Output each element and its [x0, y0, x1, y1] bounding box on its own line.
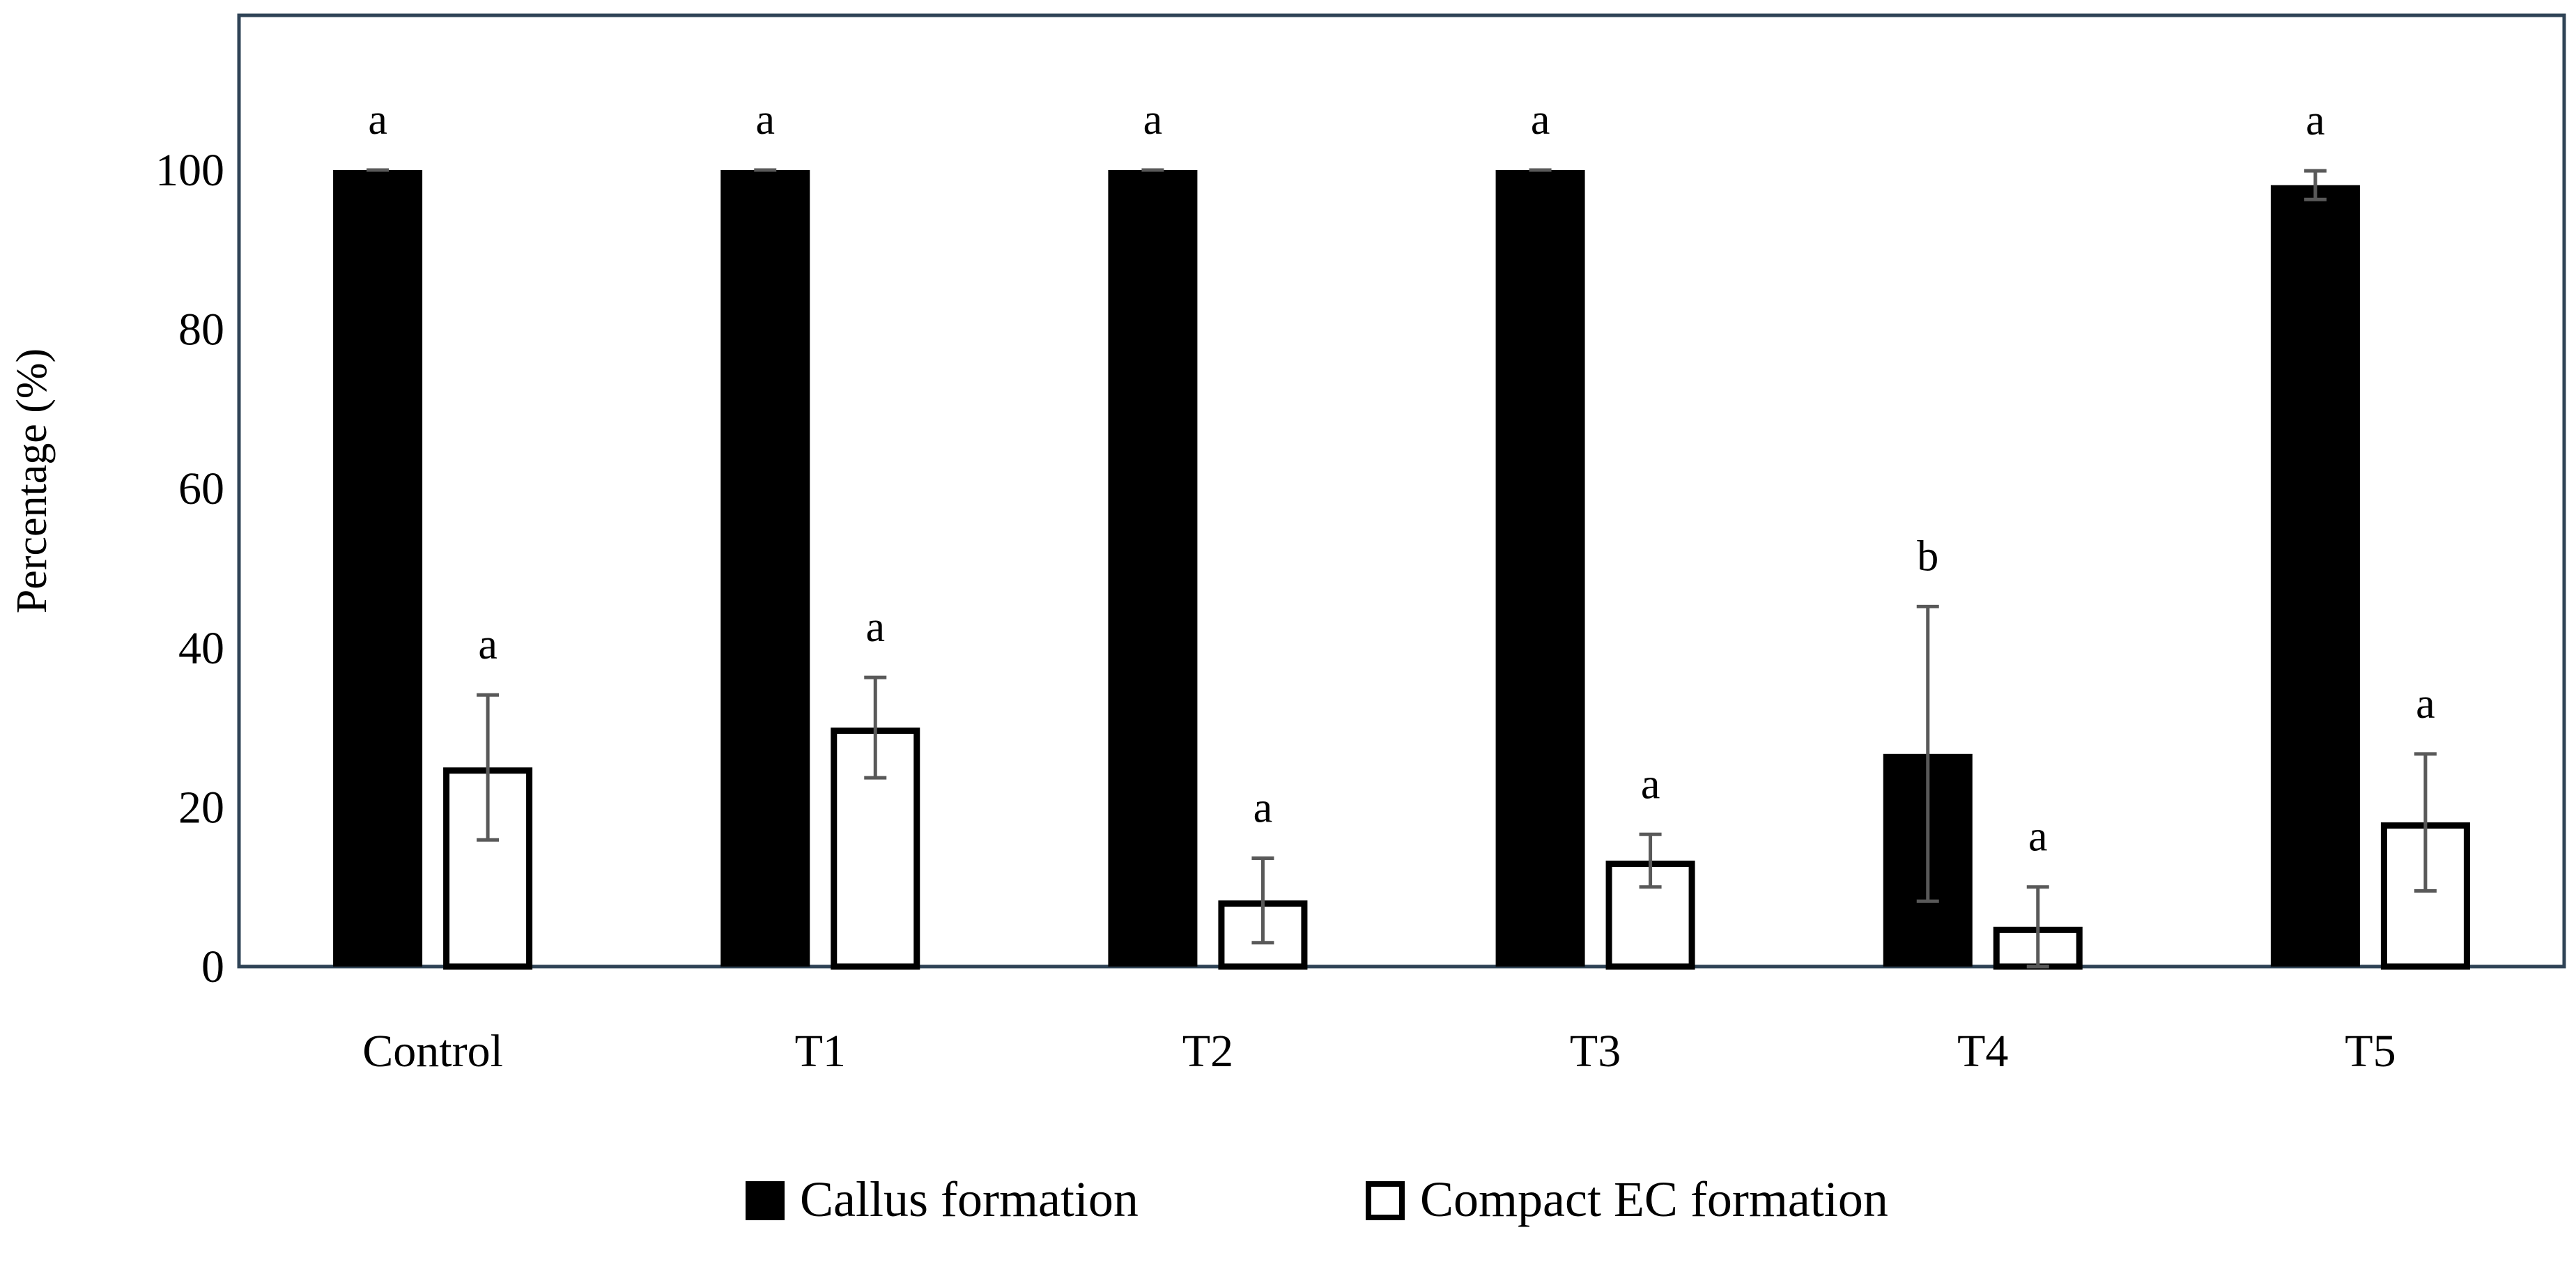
- significance-letter: a: [865, 603, 885, 651]
- significance-letter: a: [478, 621, 498, 668]
- significance-letter: a: [368, 96, 387, 144]
- significance-letter: a: [2028, 813, 2048, 861]
- legend-label: Callus formation: [800, 1171, 1139, 1227]
- bar-callus: [720, 170, 810, 967]
- legend-swatch: [746, 1181, 785, 1220]
- y-axis: 0 20 40 60 80 100: [155, 145, 224, 992]
- x-axis: Control T1 T2 T3 T4 T5: [362, 1026, 2396, 1077]
- bar-compact-ec: [831, 728, 920, 970]
- y-tick-label: 80: [178, 305, 224, 355]
- y-tick-label: 60: [178, 463, 224, 514]
- significance-letter: a: [755, 96, 775, 144]
- bars: a a a a a a a a b a a a: [333, 96, 2470, 970]
- legend-label: Compact EC formation: [1420, 1171, 1888, 1227]
- legend: Callus formation Compact EC formation: [746, 1171, 1888, 1227]
- plot-frame: [237, 13, 2566, 969]
- x-tick-label: T5: [2345, 1026, 2396, 1077]
- significance-letter: a: [2306, 97, 2325, 144]
- bar-callus: [333, 170, 423, 967]
- y-axis-title: Percentage (%): [8, 348, 56, 613]
- bar-callus: [1495, 170, 1585, 967]
- x-tick-label: T3: [1570, 1026, 1621, 1077]
- significance-letter: a: [1641, 760, 1660, 808]
- x-tick-label: Control: [362, 1026, 503, 1077]
- bar-callus: [2270, 185, 2360, 967]
- significance-letter: a: [2416, 680, 2435, 728]
- x-tick-label: T1: [795, 1026, 846, 1077]
- x-tick-label: T4: [1957, 1026, 2008, 1077]
- y-tick-label: 40: [178, 623, 224, 674]
- significance-letter: b: [1917, 532, 1938, 580]
- y-tick-label: 100: [155, 145, 224, 196]
- bar-callus: [1108, 170, 1198, 967]
- y-tick-label: 20: [178, 782, 224, 833]
- x-tick-label: T2: [1182, 1026, 1233, 1077]
- legend-swatch: [1366, 1181, 1405, 1220]
- y-tick-label: 0: [201, 941, 224, 992]
- significance-letter: a: [1143, 96, 1163, 144]
- significance-letter: a: [1531, 96, 1550, 144]
- significance-letter: a: [1254, 785, 1273, 832]
